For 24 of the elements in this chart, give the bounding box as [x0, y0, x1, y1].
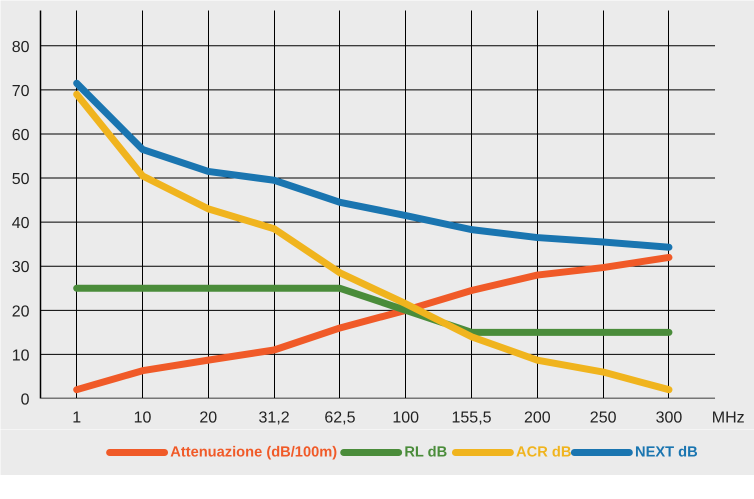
x-tick-label: 200: [524, 410, 551, 426]
y-tick-label: 60: [12, 126, 30, 144]
x-tick-label: 300: [656, 410, 682, 426]
x-tick-label: 31,2: [258, 410, 290, 426]
x-tick-label: 250: [590, 410, 617, 426]
x-tick-label: 1: [72, 410, 82, 426]
x-axis-title: MHz: [712, 410, 745, 426]
x-tick-label: 10: [134, 410, 152, 426]
y-tick-label: 70: [12, 82, 30, 100]
legend-label: Attenuazione (dB/100m): [170, 444, 338, 460]
legend-label: ACR dB: [516, 444, 572, 460]
y-tick-label: 80: [12, 38, 30, 56]
x-tick-label: 20: [199, 410, 218, 426]
y-tick-label: 20: [12, 303, 30, 320]
legend-label: NEXT dB: [634, 444, 698, 460]
x-tick-label: 100: [392, 410, 420, 426]
y-tick-label: 10: [12, 347, 30, 364]
x-tick-label: 155,5: [452, 410, 492, 426]
x-tick-label: 62,5: [324, 410, 356, 426]
y-tick-label: 40: [12, 215, 30, 232]
legend-label: RL dB: [404, 444, 448, 460]
y-tick-label: 0: [20, 392, 30, 408]
y-tick-label: 50: [12, 171, 30, 188]
y-tick-label: 30: [12, 259, 30, 276]
